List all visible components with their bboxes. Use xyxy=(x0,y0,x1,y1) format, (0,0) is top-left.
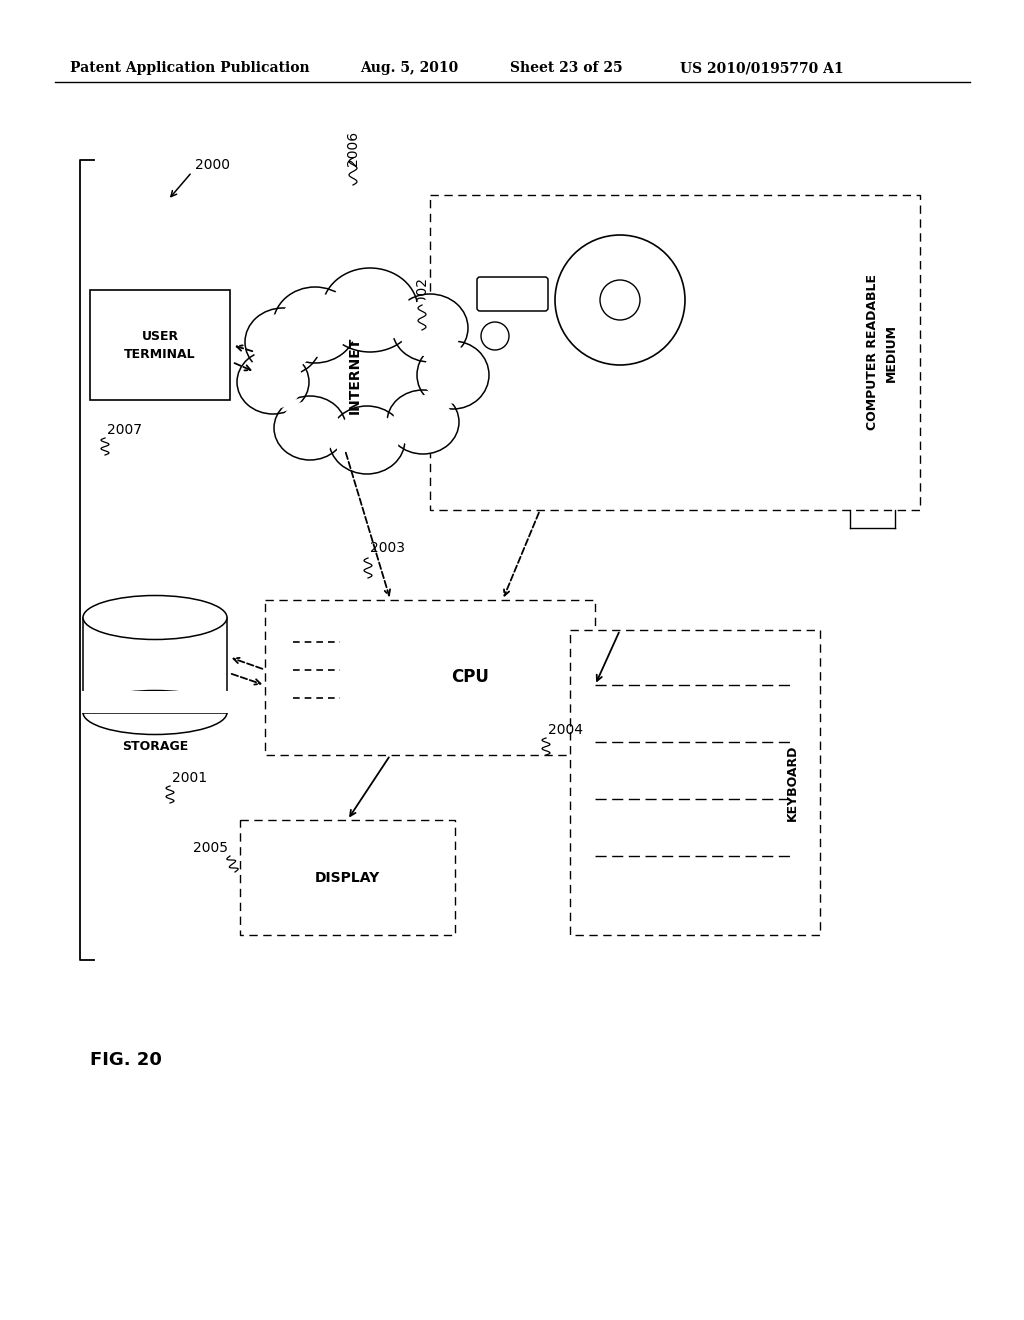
Ellipse shape xyxy=(274,396,346,459)
Ellipse shape xyxy=(393,396,453,449)
Text: INTERNET: INTERNET xyxy=(348,337,362,413)
Ellipse shape xyxy=(398,300,461,356)
Text: DISPLAY: DISPLAY xyxy=(314,870,380,884)
Text: Aug. 5, 2010: Aug. 5, 2010 xyxy=(360,61,459,75)
Text: 2005: 2005 xyxy=(193,841,228,855)
Text: Patent Application Publication: Patent Application Publication xyxy=(70,61,309,75)
Text: Sheet 23 of 25: Sheet 23 of 25 xyxy=(510,61,623,75)
Ellipse shape xyxy=(336,412,398,467)
Text: 2001: 2001 xyxy=(172,771,207,785)
Ellipse shape xyxy=(329,407,406,474)
Ellipse shape xyxy=(237,350,309,414)
Ellipse shape xyxy=(331,276,410,345)
Text: CPU: CPU xyxy=(451,668,488,686)
Ellipse shape xyxy=(244,356,302,408)
Text: FIG. 20: FIG. 20 xyxy=(90,1051,162,1069)
Ellipse shape xyxy=(392,294,468,362)
Ellipse shape xyxy=(387,389,459,454)
Text: 2003: 2003 xyxy=(370,541,406,554)
Ellipse shape xyxy=(281,294,349,356)
Ellipse shape xyxy=(424,347,482,403)
Text: 2004: 2004 xyxy=(548,723,583,737)
Text: USER
TERMINAL: USER TERMINAL xyxy=(124,330,196,360)
Ellipse shape xyxy=(322,268,418,352)
Text: US 2010/0195770 A1: US 2010/0195770 A1 xyxy=(680,61,844,75)
Bar xyxy=(81,690,229,713)
Bar xyxy=(430,195,920,510)
Text: 2000: 2000 xyxy=(195,158,230,172)
Text: 2007: 2007 xyxy=(106,422,142,437)
Text: 2006: 2006 xyxy=(346,131,360,165)
Bar xyxy=(265,601,595,755)
Ellipse shape xyxy=(252,314,314,370)
Text: KEYBOARD: KEYBOARD xyxy=(785,744,799,821)
Ellipse shape xyxy=(83,595,227,639)
Bar xyxy=(90,290,230,400)
Bar xyxy=(570,630,820,935)
Ellipse shape xyxy=(417,341,489,409)
Ellipse shape xyxy=(245,308,321,376)
Bar xyxy=(240,820,455,935)
Ellipse shape xyxy=(281,401,340,454)
Bar xyxy=(83,618,227,713)
Text: 2002: 2002 xyxy=(415,277,429,313)
Ellipse shape xyxy=(273,286,357,363)
Text: STORAGE: STORAGE xyxy=(122,741,188,754)
Text: COMPUTER READABLE
MEDIUM: COMPUTER READABLE MEDIUM xyxy=(866,275,897,430)
